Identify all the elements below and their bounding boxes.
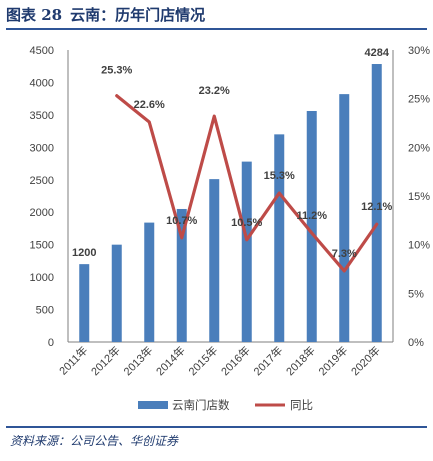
legend: 云南门店数 同比 xyxy=(138,398,313,412)
bar xyxy=(176,208,187,342)
line-series xyxy=(115,94,379,273)
figure-number: 图表 28 xyxy=(6,6,63,24)
x-tick-label: 2015年 xyxy=(185,343,220,378)
bar xyxy=(79,264,90,342)
x-tick-label: 2014年 xyxy=(153,343,188,378)
x-tick-label: 2011年 xyxy=(56,343,90,377)
x-tick-label: 2018年 xyxy=(283,343,318,378)
y-left-tick-label: 1500 xyxy=(30,240,54,252)
figure-title-text: 云南：历年门店情况 xyxy=(70,6,206,24)
y-right-tick-label: 15% xyxy=(408,191,430,203)
legend-bar-label: 云南门店数 xyxy=(172,398,230,412)
bar-data-label: 4284 xyxy=(365,47,390,59)
x-tick-label: 2019年 xyxy=(315,343,350,378)
y-left-tick-label: 1000 xyxy=(30,272,54,284)
yoy-line xyxy=(115,94,379,273)
line-data-label: 10.5% xyxy=(231,217,262,229)
bar xyxy=(339,94,350,342)
legend-bar-swatch xyxy=(138,401,168,409)
data-labels: 1200 4284 25.3% 22.6% 10.7% 23.2% 10.5% 15.3% 11… xyxy=(72,47,393,260)
y-left-tick-label: 500 xyxy=(36,305,54,317)
x-tick-label: 2016年 xyxy=(218,343,253,378)
y-right-tick-label: 0% xyxy=(408,337,424,349)
y-left-tick-label: 3000 xyxy=(30,142,54,154)
y-left-tick-label: 0 xyxy=(48,337,54,349)
line-data-label: 25.3% xyxy=(101,65,132,77)
bar xyxy=(241,161,252,342)
line-data-label: 11.2% xyxy=(296,210,327,222)
bar xyxy=(209,179,220,342)
bar-data-label: 1200 xyxy=(72,247,96,259)
x-tick-label: 2013年 xyxy=(120,343,155,378)
y-right-tick-label: 5% xyxy=(408,288,424,300)
bar xyxy=(306,110,317,343)
source-divider xyxy=(6,426,427,428)
x-tick-label: 2020年 xyxy=(348,343,383,378)
y-right-tick-label: 25% xyxy=(408,94,430,106)
line-data-label: 7.3% xyxy=(332,248,357,260)
bar-series xyxy=(79,64,382,343)
y-left-tick-label: 4000 xyxy=(30,77,54,89)
source-note: 资料来源：公司公告、华创证券 xyxy=(10,434,179,448)
y-left-tick-label: 2000 xyxy=(30,207,54,219)
legend-line-label: 同比 xyxy=(290,398,313,412)
bar xyxy=(371,64,382,343)
x-tick-label: 2012年 xyxy=(88,343,123,378)
line-data-label: 12.1% xyxy=(361,201,392,213)
y-right-tick-label: 20% xyxy=(408,142,430,154)
line-data-label: 22.6% xyxy=(134,99,165,111)
line-data-label: 10.7% xyxy=(166,215,197,227)
x-tick-label: 2017年 xyxy=(250,343,285,378)
chart: 0 500 1000 1500 2000 2500 3000 3500 4000 4500 0% 5%… xyxy=(30,45,431,412)
y-right-tick-label: 10% xyxy=(408,240,430,252)
bar xyxy=(274,134,285,342)
y-left-tick-label: 2500 xyxy=(30,175,54,187)
line-data-label: 15.3% xyxy=(264,170,295,182)
y-right-tick-label: 30% xyxy=(408,45,430,57)
line-data-label: 23.2% xyxy=(199,85,230,97)
bar xyxy=(144,222,155,342)
figure-title: 图表 28 云南：历年门店情况 xyxy=(6,4,205,25)
title-divider xyxy=(6,28,427,30)
bar xyxy=(111,244,122,342)
y-left-tick-label: 3500 xyxy=(30,110,54,122)
y-left-tick-label: 4500 xyxy=(30,45,54,57)
